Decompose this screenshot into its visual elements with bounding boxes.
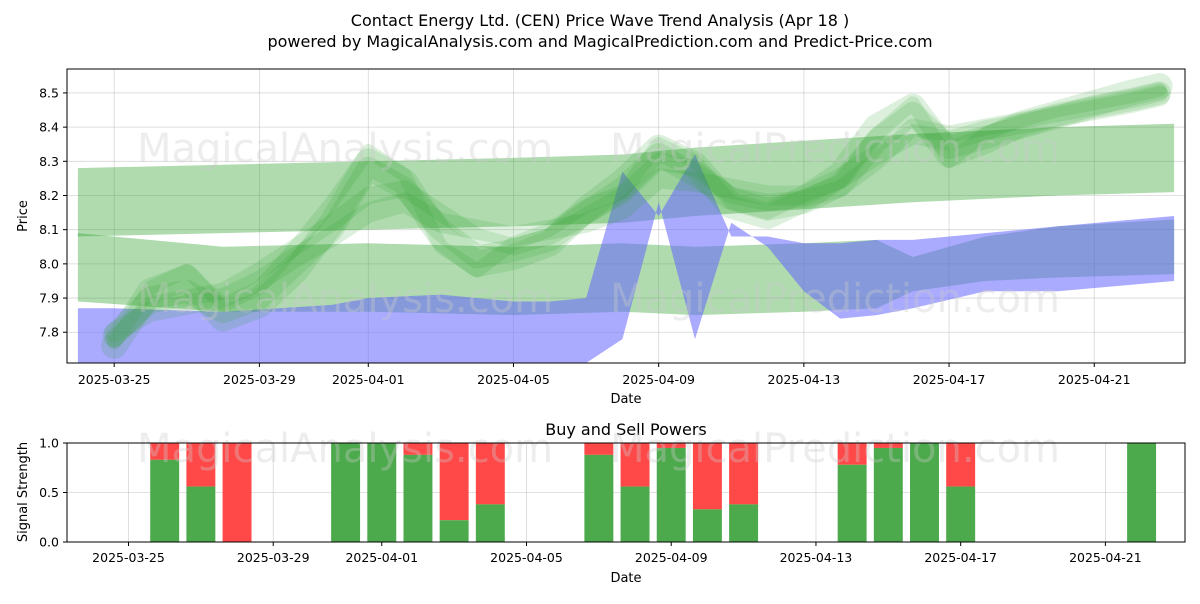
price-ylabel: Price bbox=[16, 200, 31, 232]
price-axes: 2025-03-25 2025-03-29 2025-04-01 2025-04-05… bbox=[39, 85, 1130, 387]
price-ytick-label: 8.2 bbox=[39, 188, 59, 203]
price-xtick-label: 2025-04-09 bbox=[622, 372, 695, 387]
signal-ylabel: Signal Strength bbox=[16, 442, 31, 542]
green-wave-line bbox=[102, 81, 1172, 348]
sell-power-bar bbox=[222, 443, 252, 542]
sell-power-bar bbox=[837, 443, 867, 465]
price-xtick-label: 2025-04-13 bbox=[768, 372, 841, 387]
signal-xtick-label: 2025-04-17 bbox=[924, 550, 997, 565]
buy-power-bar bbox=[692, 509, 722, 542]
buy-power-bar bbox=[873, 447, 903, 542]
signal-xtick-label: 2025-04-05 bbox=[490, 550, 563, 565]
buy-power-bar bbox=[475, 504, 505, 542]
watermark-analysis: MagicalAnalysis.com bbox=[137, 426, 553, 472]
buy-power-bar bbox=[403, 454, 433, 542]
sell-power-bar bbox=[946, 443, 976, 487]
price-ytick-label: 8.0 bbox=[39, 256, 59, 271]
blue-wave-band bbox=[77, 154, 1175, 363]
buy-power-bar bbox=[186, 486, 216, 542]
buy-power-bar bbox=[1127, 443, 1157, 542]
signal-xtick-label: 2025-04-13 bbox=[780, 550, 853, 565]
price-xtick-label: 2025-04-21 bbox=[1058, 372, 1131, 387]
sell-power-bar bbox=[403, 443, 433, 455]
chart-title-line2: powered by MagicalAnalysis.com and Magic… bbox=[267, 32, 932, 51]
signal-ytick-label: 0.5 bbox=[39, 485, 59, 500]
sell-power-bar bbox=[186, 443, 216, 487]
sell-power-bar bbox=[692, 443, 722, 510]
watermark-prediction: MagicalPrediction.com bbox=[610, 126, 1060, 172]
sell-power-bar bbox=[584, 443, 614, 455]
signal-xlabel: Date bbox=[610, 571, 641, 586]
signal-ytick-label: 0.0 bbox=[39, 535, 59, 550]
buy-power-bar bbox=[656, 447, 686, 542]
price-ytick-label: 8.3 bbox=[39, 154, 59, 169]
buy-power-bar bbox=[837, 464, 867, 542]
price-ytick-label: 8.4 bbox=[39, 120, 59, 135]
signal-axes: 2025-03-25 2025-03-29 2025-04-01 2025-04-05… bbox=[39, 436, 1142, 566]
price-xtick-label: 2025-03-25 bbox=[78, 372, 151, 387]
price-xtick-label: 2025-04-01 bbox=[332, 372, 405, 387]
signal-ytick-label: 1.0 bbox=[39, 436, 59, 451]
price-xtick-label: 2025-04-05 bbox=[477, 372, 550, 387]
sell-power-bar bbox=[439, 443, 469, 521]
signal-plot: Buy and Sell Powers MagicalAnalysis.com … bbox=[16, 420, 1186, 586]
signal-title: Buy and Sell Powers bbox=[545, 420, 707, 439]
sell-power-bar bbox=[873, 443, 903, 448]
signal-xtick-label: 2025-04-01 bbox=[345, 550, 418, 565]
buy-power-bar bbox=[439, 520, 469, 542]
sell-power-bar bbox=[620, 443, 650, 487]
chart-title-line1: Contact Energy Ltd. (CEN) Price Wave Tre… bbox=[351, 11, 849, 30]
price-plot: MagicalAnalysis.com MagicalPrediction.co… bbox=[16, 68, 1186, 407]
buy-power-bar bbox=[946, 486, 976, 542]
buy-power-bar bbox=[150, 459, 180, 542]
signal-bars bbox=[150, 443, 1157, 542]
watermark-prediction: MagicalPrediction.com bbox=[610, 276, 1060, 322]
buy-power-bar bbox=[620, 486, 650, 542]
price-watermark: MagicalAnalysis.com MagicalPrediction.co… bbox=[137, 126, 1060, 322]
price-ytick-label: 8.1 bbox=[39, 222, 59, 237]
buy-power-bar bbox=[367, 443, 397, 542]
price-xlabel: Date bbox=[610, 392, 641, 407]
price-ytick-label: 7.8 bbox=[39, 325, 59, 340]
green-wave-line bbox=[107, 82, 1167, 350]
sell-power-bar bbox=[475, 443, 505, 505]
price-xtick-label: 2025-03-29 bbox=[223, 372, 296, 387]
price-series bbox=[77, 73, 1175, 363]
signal-xtick-label: 2025-03-25 bbox=[92, 550, 165, 565]
watermark-analysis: MagicalAnalysis.com bbox=[137, 126, 553, 172]
sell-power-bar bbox=[729, 443, 759, 505]
price-ytick-label: 7.9 bbox=[39, 291, 59, 306]
sell-power-bar bbox=[150, 443, 180, 460]
buy-power-bar bbox=[331, 443, 361, 542]
signal-xtick-label: 2025-04-21 bbox=[1069, 550, 1142, 565]
signal-xtick-label: 2025-04-09 bbox=[635, 550, 708, 565]
price-ytick-label: 8.5 bbox=[39, 85, 59, 100]
signal-watermark: MagicalAnalysis.com MagicalPrediction.co… bbox=[137, 426, 1060, 472]
buy-power-bar bbox=[910, 443, 939, 542]
buy-power-bar bbox=[584, 454, 614, 542]
sell-power-bar bbox=[656, 443, 686, 448]
price-xtick-label: 2025-04-17 bbox=[913, 372, 986, 387]
signal-xtick-label: 2025-03-29 bbox=[237, 550, 310, 565]
price-plot-frame bbox=[66, 68, 1186, 364]
watermark-prediction: MagicalPrediction.com bbox=[610, 426, 1060, 472]
buy-power-bar bbox=[729, 504, 759, 542]
green-wave-line bbox=[105, 84, 1169, 348]
green-wave-line bbox=[104, 86, 1170, 343]
green-wave-line bbox=[101, 73, 1173, 359]
watermark-analysis: MagicalAnalysis.com bbox=[137, 276, 553, 322]
